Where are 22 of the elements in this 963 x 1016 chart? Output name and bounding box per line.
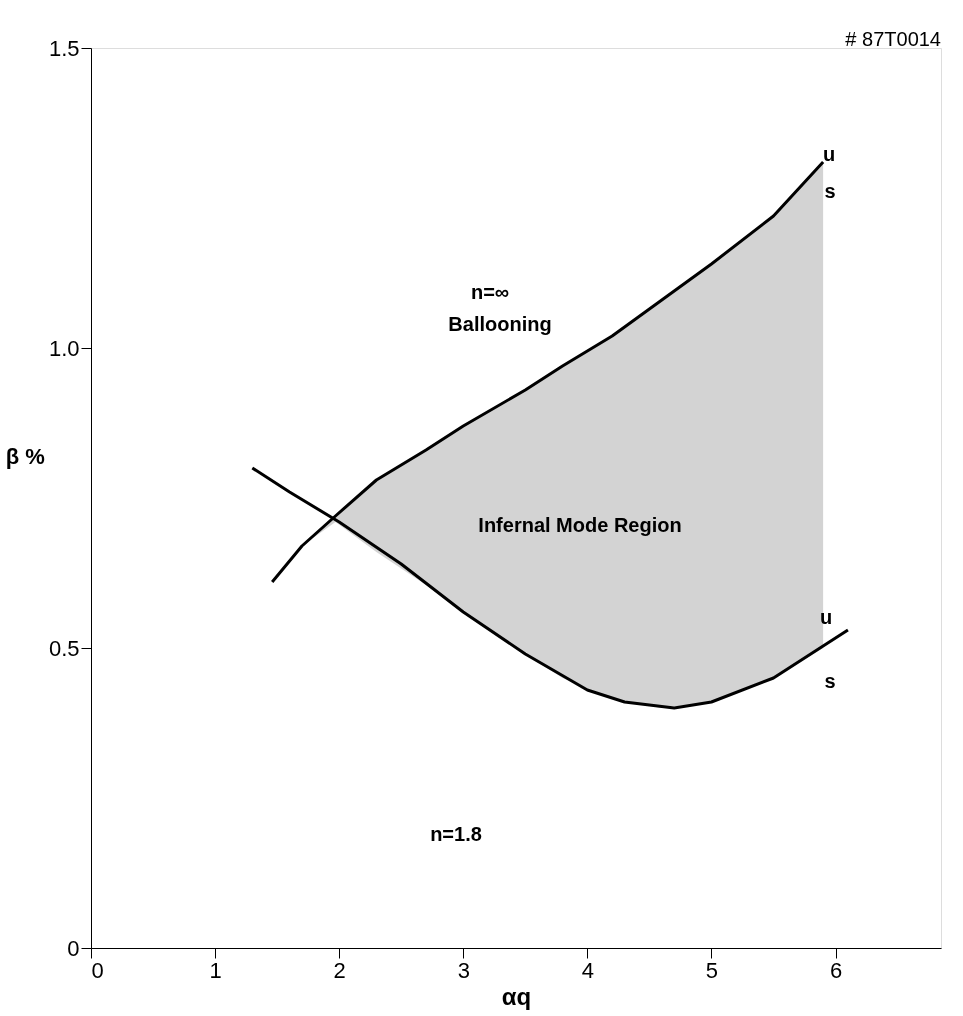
annotation: n=1.8 xyxy=(430,823,482,845)
y-tick-label: 1.0 xyxy=(48,335,80,361)
annotation: Infernal Mode Region xyxy=(478,514,682,536)
x-tick-label: 5 xyxy=(705,957,719,983)
x-tick-label: 6 xyxy=(829,957,843,983)
y-axis-title: β % xyxy=(5,443,45,469)
x-tick-label: 2 xyxy=(333,957,346,983)
annotation: # 87T0014 xyxy=(845,28,941,50)
annotation: s xyxy=(824,180,836,202)
y-tick-label: 0 xyxy=(67,935,80,961)
y-tick-label: 0.5 xyxy=(48,635,80,661)
x-tick-label: 0 xyxy=(91,957,104,983)
annotation: s xyxy=(824,670,836,692)
annotation: Ballooning xyxy=(448,313,552,335)
x-axis-title: αq xyxy=(501,982,532,1010)
x-tick-label: 4 xyxy=(581,957,594,983)
x-tick-label: 1 xyxy=(209,957,222,983)
y-tick-label: 1.5 xyxy=(48,35,80,61)
annotation: n=∞ xyxy=(470,281,510,303)
annotation: u xyxy=(822,143,836,165)
x-tick-label: 3 xyxy=(457,957,470,983)
annotation: u xyxy=(819,606,833,628)
